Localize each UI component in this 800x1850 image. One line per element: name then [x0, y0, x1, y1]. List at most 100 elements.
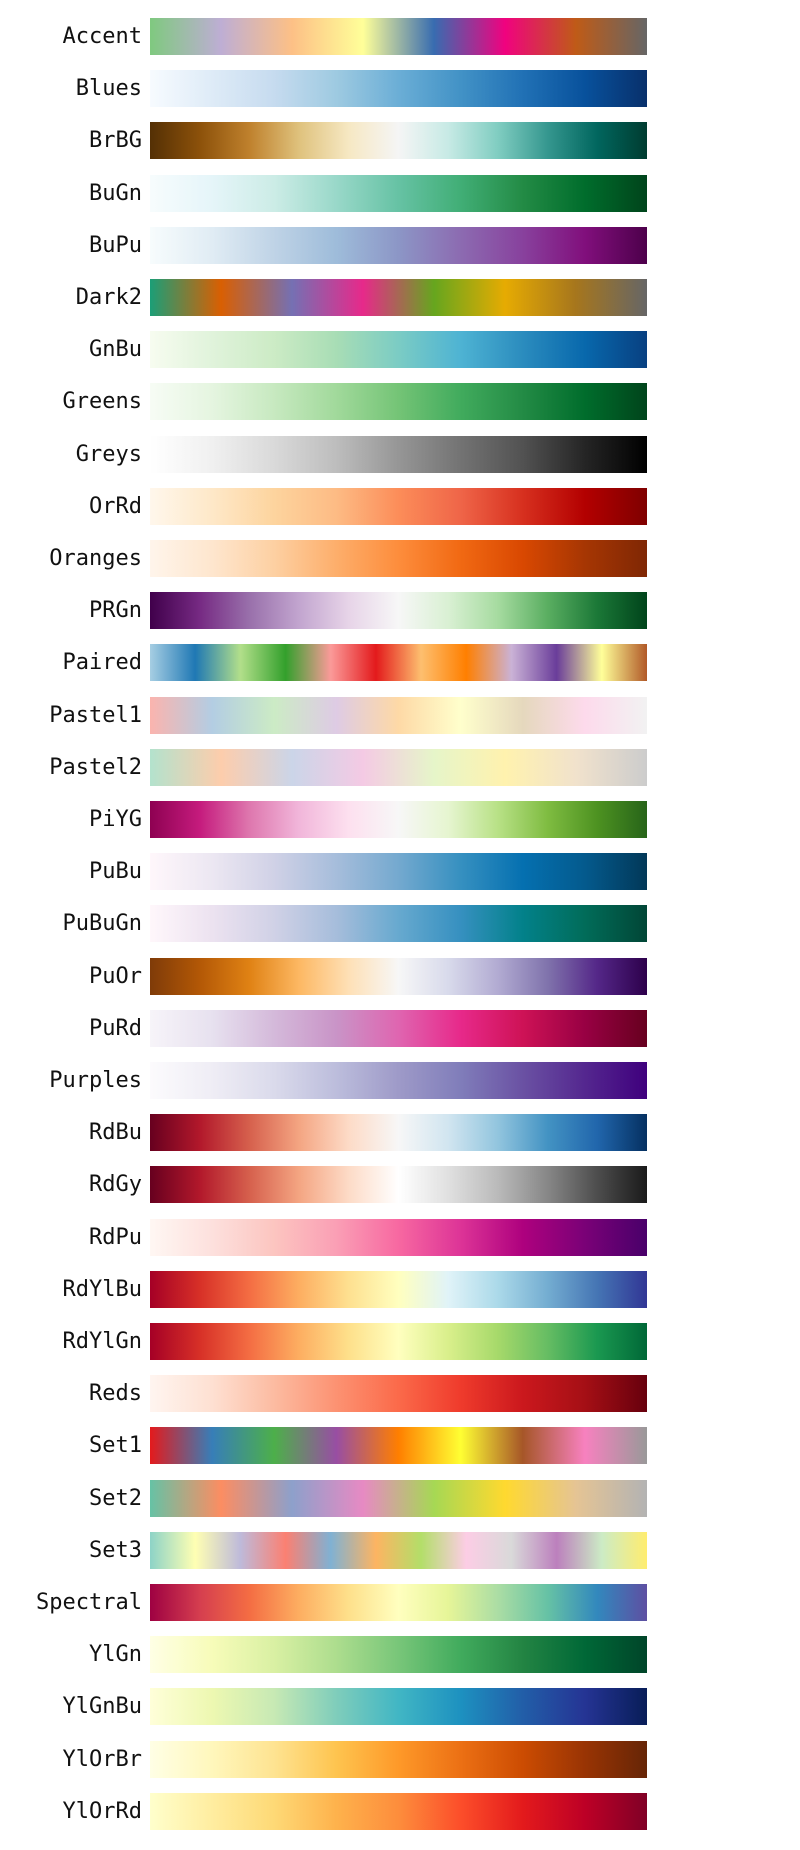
colormap-row-set3: Set3 [0, 1532, 800, 1569]
colormap-row-pastel1: Pastel1 [0, 697, 800, 734]
colormap-label: Spectral [36, 1590, 142, 1615]
colormap-gradient-bar [150, 540, 647, 577]
colormap-gradient-bar [150, 1010, 647, 1047]
colormap-gradient-bar [150, 1375, 647, 1412]
colormap-gradient-bar [150, 905, 647, 942]
colormap-row-bupu: BuPu [0, 227, 800, 264]
colormap-gradient-bar [150, 1741, 647, 1778]
colormap-row-reds: Reds [0, 1375, 800, 1412]
colormap-gradient-bar [150, 122, 647, 159]
colormap-row-rdylgn: RdYlGn [0, 1323, 800, 1360]
colormap-row-spectral: Spectral [0, 1584, 800, 1621]
colormap-row-bugn: BuGn [0, 175, 800, 212]
colormap-label: RdBu [89, 1120, 142, 1145]
colormap-row-greys: Greys [0, 436, 800, 473]
colormap-label: YlGnBu [62, 1694, 142, 1719]
colormap-gradient-bar [150, 1427, 647, 1464]
colormap-gradient-bar [150, 1323, 647, 1360]
colormap-gradient-bar [150, 697, 647, 734]
colormap-gradient-bar [150, 488, 647, 525]
colormap-gradient-bar [150, 1271, 647, 1308]
colormap-row-oranges: Oranges [0, 540, 800, 577]
colormap-label: RdYlBu [62, 1277, 142, 1302]
colormap-row-ylorbr: YlOrBr [0, 1741, 800, 1778]
colormap-label: PuOr [89, 964, 142, 989]
colormap-gradient-bar [150, 70, 647, 107]
colormap-gradient-bar [150, 1062, 647, 1099]
colormap-gradient-bar [150, 1688, 647, 1725]
colormap-gradient-bar [150, 644, 647, 681]
colormap-label: Purples [49, 1068, 142, 1093]
colormap-gradient-bar [150, 331, 647, 368]
colormap-row-orrd: OrRd [0, 488, 800, 525]
colormap-row-set1: Set1 [0, 1427, 800, 1464]
colormap-row-purd: PuRd [0, 1010, 800, 1047]
colormap-row-brbg: BrBG [0, 122, 800, 159]
colormap-label: PuRd [89, 1016, 142, 1041]
colormap-gradient-bar [150, 1480, 647, 1517]
colormap-label: YlOrBr [62, 1747, 142, 1772]
colormap-label: Greens [62, 389, 142, 414]
colormap-label: PuBuGn [62, 911, 142, 936]
colormap-label: RdYlGn [62, 1329, 142, 1354]
colormap-gradient-bar [150, 1114, 647, 1151]
colormap-gradient-bar [150, 1166, 647, 1203]
colormap-row-gnbu: GnBu [0, 331, 800, 368]
colormap-gradient-bar [150, 227, 647, 264]
colormap-row-set2: Set2 [0, 1480, 800, 1517]
colormap-label: BrBG [89, 128, 142, 153]
colormap-row-pubugn: PuBuGn [0, 905, 800, 942]
colormap-label: GnBu [89, 337, 142, 362]
colormap-label: BuPu [89, 233, 142, 258]
colormap-gradient-bar [150, 18, 647, 55]
colormap-label: YlOrRd [62, 1799, 142, 1824]
colormap-label: OrRd [89, 494, 142, 519]
colormap-row-rdgy: RdGy [0, 1166, 800, 1203]
colormap-gradient-bar [150, 383, 647, 420]
colormap-label: Set3 [89, 1538, 142, 1563]
colormap-gradient-bar [150, 1532, 647, 1569]
colormap-row-purples: Purples [0, 1062, 800, 1099]
colormap-row-prgn: PRGn [0, 592, 800, 629]
colormap-label: BuGn [89, 181, 142, 206]
colormap-row-ylgnbu: YlGnBu [0, 1688, 800, 1725]
colormap-label: Paired [62, 650, 142, 675]
colormap-gradient-bar [150, 175, 647, 212]
colormap-label: Set1 [89, 1433, 142, 1458]
colormap-gradient-bar [150, 1219, 647, 1256]
colormap-gradient-bar [150, 801, 647, 838]
colormap-gradient-bar [150, 1636, 647, 1673]
colormap-label: Reds [89, 1381, 142, 1406]
colormap-label: PuBu [89, 859, 142, 884]
colormap-label: YlGn [89, 1642, 142, 1667]
colormap-row-greens: Greens [0, 383, 800, 420]
colormap-row-dark2: Dark2 [0, 279, 800, 316]
colormap-row-blues: Blues [0, 70, 800, 107]
colormap-gradient-bar [150, 958, 647, 995]
colormap-label: Dark2 [75, 285, 142, 310]
colormap-row-piyg: PiYG [0, 801, 800, 838]
colormap-label: RdGy [89, 1172, 142, 1197]
colormap-gradient-bar [150, 592, 647, 629]
colormap-label: PiYG [89, 807, 142, 832]
colormap-label: Set2 [89, 1486, 142, 1511]
colormap-gradient-bar [150, 1793, 647, 1830]
colormap-label: Greys [75, 442, 142, 467]
colormap-gradient-bar [150, 436, 647, 473]
colormap-row-rdpu: RdPu [0, 1219, 800, 1256]
colormap-row-ylorrd: YlOrRd [0, 1793, 800, 1830]
colormap-label: Accent [62, 24, 142, 49]
colormap-gradient-bar [150, 749, 647, 786]
colormap-label: Pastel2 [49, 755, 142, 780]
colormap-gradient-bar [150, 853, 647, 890]
colormap-row-paired: Paired [0, 644, 800, 681]
colormap-row-ylgn: YlGn [0, 1636, 800, 1673]
colormap-row-accent: Accent [0, 18, 800, 55]
colormap-gradient-bar [150, 1584, 647, 1621]
colormap-row-pastel2: Pastel2 [0, 749, 800, 786]
colormap-label: Blues [75, 76, 142, 101]
colormap-label: Pastel1 [49, 703, 142, 728]
colormap-row-puor: PuOr [0, 958, 800, 995]
colormap-label: Oranges [49, 546, 142, 571]
